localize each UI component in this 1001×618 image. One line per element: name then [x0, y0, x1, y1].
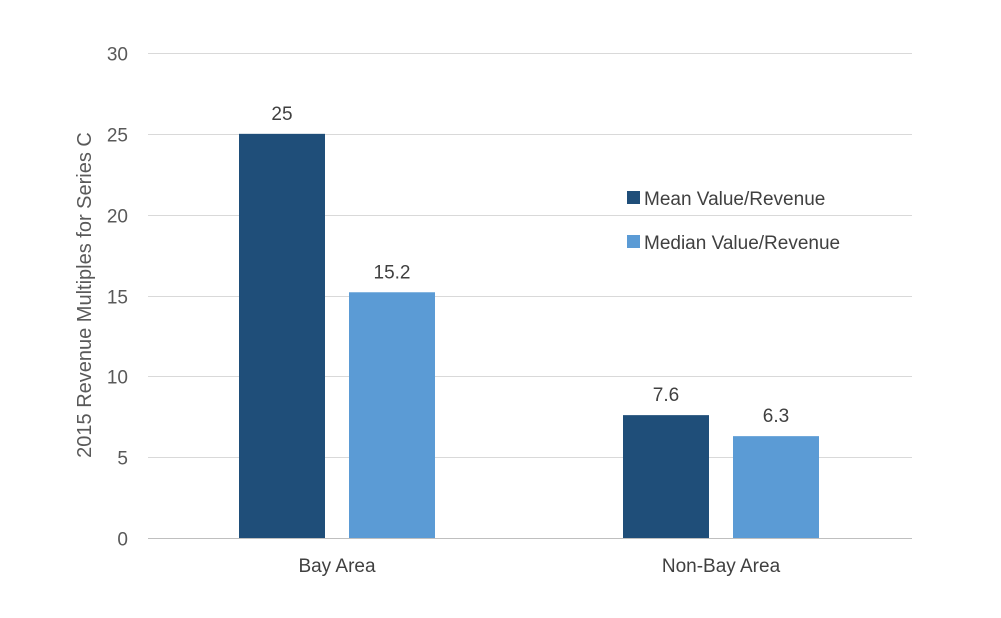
bars: [239, 133, 819, 539]
legend-swatch: [627, 235, 640, 248]
legend: Mean Value/Revenue Median Value/Revenue: [627, 189, 840, 254]
y-tick-label: 20: [107, 207, 128, 228]
data-labels: 25 7.6 15.2 6.3: [271, 104, 789, 427]
x-category-label: Non-Bay Area: [662, 556, 781, 577]
y-tick-label: 25: [107, 126, 128, 147]
legend-swatch: [627, 191, 640, 204]
bar-0-1: [623, 415, 709, 538]
y-tick-label: 5: [117, 449, 128, 470]
data-label: 7.6: [653, 385, 679, 406]
legend-label: Mean Value/Revenue: [644, 189, 825, 210]
bar-1-1: [733, 436, 819, 538]
y-tick-label: 0: [117, 530, 128, 551]
y-tick-label: 30: [107, 45, 128, 66]
x-axis-categories: Bay Area Non-Bay Area: [298, 556, 780, 577]
data-label: 25: [271, 104, 292, 125]
bar-0-0: [239, 133, 325, 539]
legend-label: Median Value/Revenue: [644, 233, 840, 254]
data-label: 15.2: [374, 262, 411, 283]
data-label: 6.3: [763, 406, 789, 427]
y-axis-title: 2015 Revenue Multiples for Series C: [74, 132, 96, 458]
y-tick-label: 15: [107, 288, 128, 309]
y-tick-label: 10: [107, 368, 128, 389]
bar-1-0: [349, 292, 435, 538]
y-axis-ticks: 0 5 10 15 20 25 30: [107, 45, 128, 551]
x-category-label: Bay Area: [298, 556, 376, 577]
